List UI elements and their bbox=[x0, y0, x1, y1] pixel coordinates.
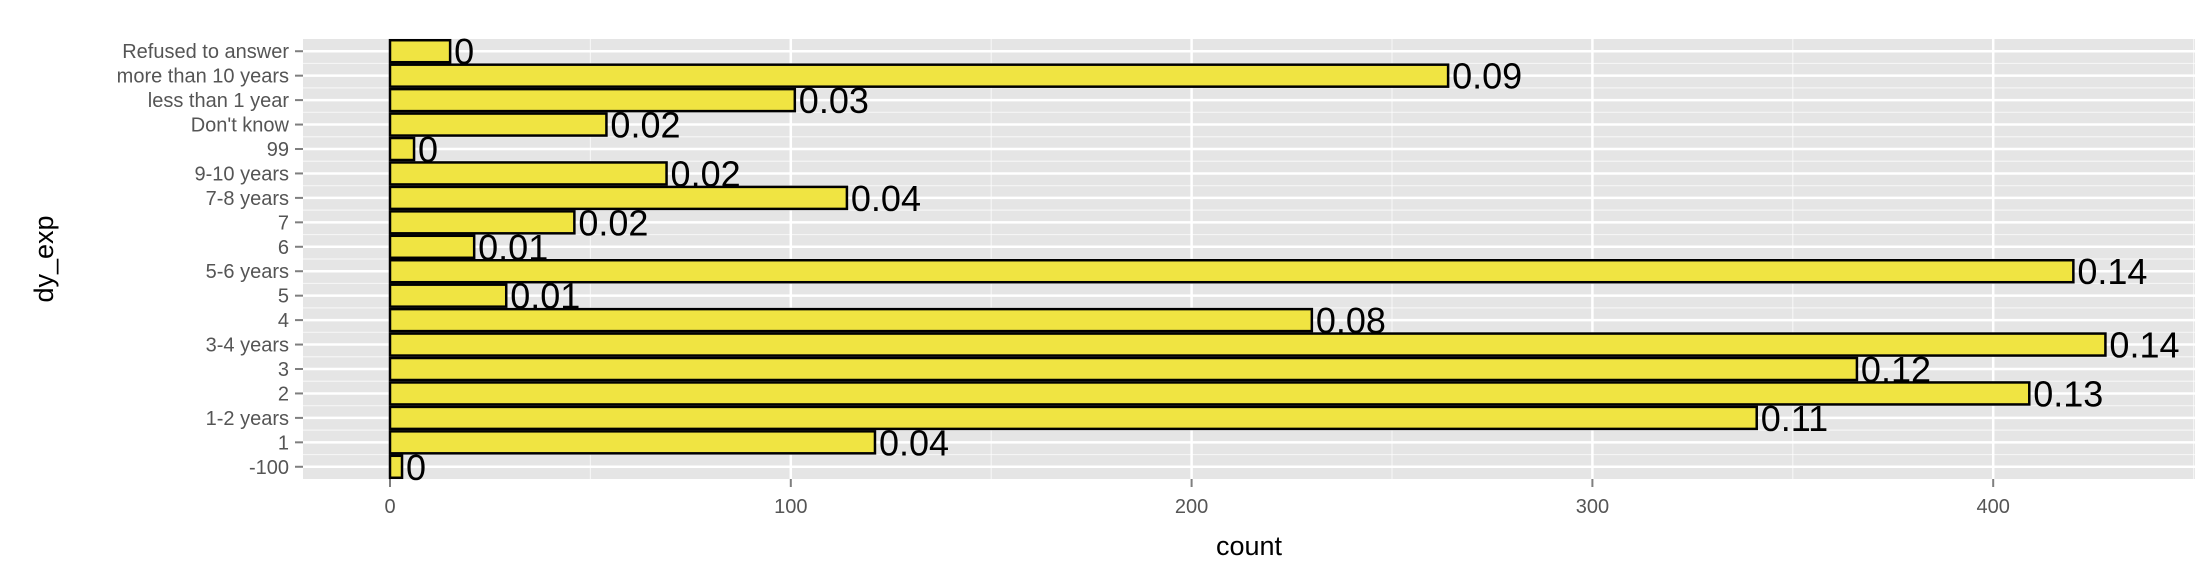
bar bbox=[388, 136, 416, 162]
x-tick-label: 300 bbox=[1576, 496, 1609, 518]
y-tick-label: 1 bbox=[278, 432, 289, 454]
bar bbox=[388, 332, 2107, 357]
bar-value-label: 0.08 bbox=[1316, 300, 1386, 341]
y-tick-label: 99 bbox=[267, 139, 289, 161]
y-tick-label: 2 bbox=[278, 383, 289, 405]
bar bbox=[388, 38, 452, 64]
bar-value-label: 0 bbox=[406, 447, 426, 488]
y-tick-label: 5 bbox=[278, 286, 289, 308]
y-tick-label: less than 1 year bbox=[148, 90, 290, 112]
x-tick-label: 100 bbox=[774, 496, 807, 518]
bar-value-label: 0.02 bbox=[671, 153, 741, 194]
bar bbox=[388, 185, 849, 211]
bar-value-label: 0.01 bbox=[478, 227, 548, 268]
bar bbox=[388, 112, 608, 137]
y-tick-label: 3 bbox=[278, 359, 289, 381]
bar-value-label: 0.11 bbox=[1761, 398, 1828, 439]
y-tick-label: Refused to answer bbox=[122, 41, 289, 63]
y-tick-label: 5-6 years bbox=[206, 261, 289, 283]
x-axis: 0 100 200 300 400 bbox=[384, 479, 2010, 518]
y-axis-title: dy_exp bbox=[29, 215, 59, 302]
y-tick-label: Don't know bbox=[191, 115, 290, 137]
y-tick-label: 6 bbox=[278, 237, 289, 259]
bar bbox=[388, 210, 576, 235]
bar-value-label: 0.13 bbox=[2033, 373, 2103, 414]
bars bbox=[388, 38, 2107, 480]
bar-value-label: 0.14 bbox=[2077, 251, 2147, 292]
bar-value-label: 0.02 bbox=[610, 105, 680, 146]
bar bbox=[388, 356, 1859, 382]
bar-value-label: 0.14 bbox=[2109, 325, 2179, 366]
y-tick-label: -100 bbox=[249, 457, 289, 479]
bar-value-label: 0.04 bbox=[879, 422, 949, 463]
bar-value-label: 0.03 bbox=[799, 80, 869, 121]
bar-value-label: 0 bbox=[418, 129, 438, 170]
y-tick-label: 4 bbox=[278, 310, 289, 332]
x-tick-label: 200 bbox=[1175, 496, 1208, 518]
x-axis-title: count bbox=[1216, 531, 1283, 561]
bar bbox=[388, 405, 1758, 431]
bar-value-label: 0.04 bbox=[851, 178, 921, 219]
bar bbox=[388, 258, 2075, 284]
bar bbox=[388, 307, 1314, 333]
bar bbox=[388, 234, 476, 260]
x-tick-label: 400 bbox=[1977, 496, 2010, 518]
bar bbox=[388, 283, 508, 308]
bar bbox=[388, 430, 877, 455]
y-tick-label: 7-8 years bbox=[206, 188, 289, 210]
bar-value-label: 0.12 bbox=[1861, 349, 1931, 390]
y-tick-label: 9-10 years bbox=[195, 163, 290, 185]
bar-value-label: 0 bbox=[454, 31, 474, 72]
bar bbox=[388, 381, 2031, 406]
bar bbox=[388, 87, 797, 113]
bar-value-label: 0.02 bbox=[578, 202, 648, 243]
bar-value-label: 0.01 bbox=[510, 276, 580, 317]
y-tick-label: more than 10 years bbox=[117, 66, 289, 88]
y-tick-label: 1-2 years bbox=[206, 408, 289, 430]
bar bbox=[388, 161, 668, 186]
bar bbox=[388, 63, 1450, 88]
y-tick-label: 7 bbox=[278, 212, 289, 234]
x-tick-label: 0 bbox=[384, 496, 395, 518]
bar-labels: 0 0.04 0.11 0.13 0.12 0.14 0.08 0.01 0.14 0.01 0.0… bbox=[406, 31, 2179, 488]
bar-value-label: 0.09 bbox=[1452, 56, 1522, 97]
bar bbox=[388, 454, 404, 480]
y-tick-label: 3-4 years bbox=[206, 335, 289, 357]
